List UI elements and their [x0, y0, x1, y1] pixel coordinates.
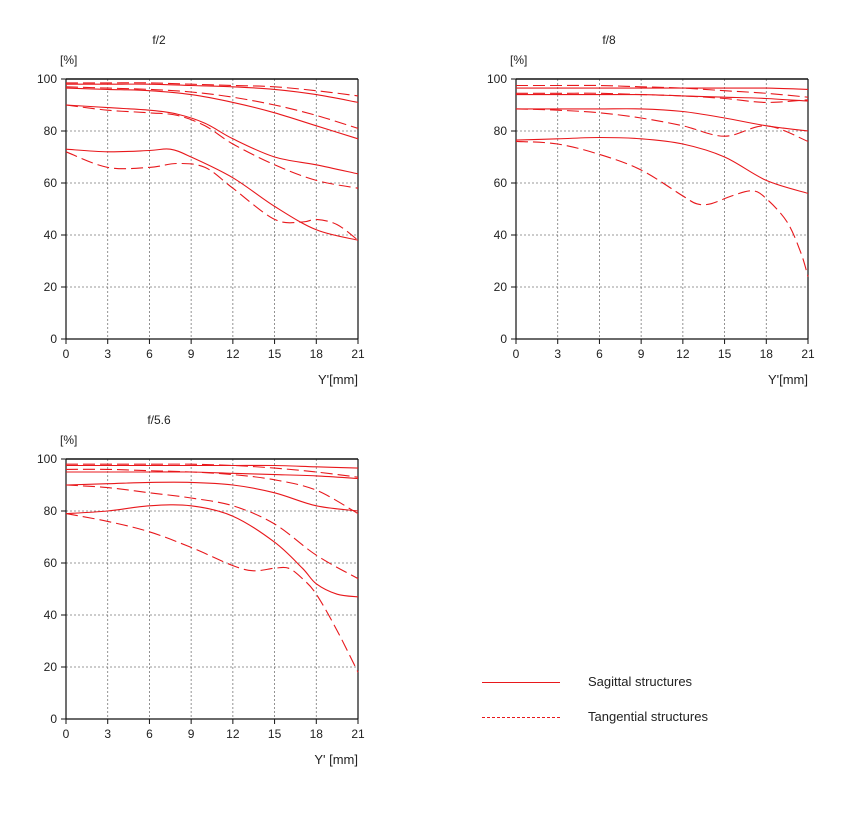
- tangential-curve: [65, 468, 359, 515]
- legend-dashed-line-swatch: [482, 717, 560, 718]
- x-tick-label: 12: [226, 727, 240, 741]
- tangential-curve: [65, 86, 359, 129]
- legend-solid-line-swatch: [482, 682, 560, 683]
- x-tick-label: 15: [718, 347, 732, 361]
- y-tick-label: 80: [494, 124, 508, 138]
- y-tick-label: 100: [487, 72, 507, 86]
- x-tick-label: 21: [801, 347, 815, 361]
- sagittal-curve: [65, 87, 359, 140]
- y-tick-label: 20: [44, 660, 58, 674]
- x-tick-label: 3: [104, 727, 111, 741]
- y-tick-label: 0: [50, 332, 57, 346]
- sagittal-curve: [65, 504, 359, 598]
- tangential-curve: [66, 82, 359, 97]
- y-tick-label: 100: [37, 72, 57, 86]
- legend-item-sagittal: Sagittal structures: [482, 672, 782, 694]
- tangential-curve: [66, 463, 359, 478]
- y-tick-label: 20: [44, 280, 58, 294]
- y-tick-label: 40: [44, 608, 58, 622]
- sagittal-curve: [515, 136, 809, 194]
- y-tick-label: 0: [50, 712, 57, 726]
- x-tick-label: 21: [351, 347, 365, 361]
- x-tick-label: 12: [676, 347, 690, 361]
- y-tick-label: 40: [44, 228, 58, 242]
- y-tick-label: 80: [44, 124, 58, 138]
- x-tick-label: 6: [596, 347, 603, 361]
- chart-title: f/8: [602, 33, 616, 47]
- x-tick-label: 0: [63, 347, 70, 361]
- sagittal-curve: [65, 148, 359, 241]
- x-tick-label: 0: [63, 727, 70, 741]
- legend: Sagittal structures Tangential structure…: [482, 672, 782, 732]
- tangential-curve: [65, 484, 359, 580]
- x-tick-label: 18: [310, 727, 324, 741]
- x-tick-label: 9: [638, 347, 645, 361]
- legend-item-tangential: Tangential structures: [482, 707, 782, 729]
- x-tick-label: 21: [351, 727, 365, 741]
- sagittal-curve: [66, 464, 359, 469]
- x-tick-label: 6: [146, 347, 153, 361]
- x-tick-label: 9: [188, 727, 195, 741]
- x-tick-label: 15: [268, 727, 282, 741]
- tangential-curve: [65, 104, 359, 189]
- tangential-curve: [65, 151, 359, 241]
- x-tick-label: 6: [146, 727, 153, 741]
- tangential-curve: [515, 84, 809, 98]
- x-tick-label: 15: [268, 347, 282, 361]
- x-axis-label: Y' [mm]: [314, 752, 358, 767]
- chart-title: f/5.6: [147, 413, 171, 427]
- legend-label-sagittal: Sagittal structures: [588, 674, 693, 689]
- x-axis-label: Y'[mm]: [318, 372, 358, 387]
- x-tick-label: 3: [104, 347, 111, 361]
- y-tick-label: 20: [494, 280, 508, 294]
- y-tick-label: 40: [494, 228, 508, 242]
- y-tick-label: 60: [494, 176, 508, 190]
- x-axis-label: Y'[mm]: [768, 372, 808, 387]
- x-tick-label: 18: [310, 347, 324, 361]
- tangential-curve: [516, 92, 809, 103]
- sagittal-curve: [65, 83, 359, 103]
- sagittal-curve: [65, 481, 359, 512]
- tangential-curve: [515, 108, 809, 142]
- x-tick-label: 12: [226, 347, 240, 361]
- tangential-curve: [515, 140, 809, 277]
- y-tick-label: 60: [44, 556, 58, 570]
- x-tick-label: 18: [760, 347, 774, 361]
- y-axis-label: [%]: [60, 53, 77, 67]
- y-tick-label: 100: [37, 452, 57, 466]
- x-tick-label: 0: [513, 347, 520, 361]
- sagittal-curve: [65, 104, 359, 175]
- legend-label-tangential: Tangential structures: [588, 709, 708, 724]
- sagittal-curve: [515, 87, 809, 90]
- x-tick-label: 9: [188, 347, 195, 361]
- y-tick-label: 0: [500, 332, 507, 346]
- x-tick-label: 3: [554, 347, 561, 361]
- y-tick-label: 60: [44, 176, 58, 190]
- y-tick-label: 80: [44, 504, 58, 518]
- sagittal-curve: [516, 108, 809, 132]
- chart-title: f/2: [152, 33, 166, 47]
- y-axis-label: [%]: [510, 53, 527, 67]
- tangential-curve: [65, 513, 359, 673]
- y-axis-label: [%]: [60, 433, 77, 447]
